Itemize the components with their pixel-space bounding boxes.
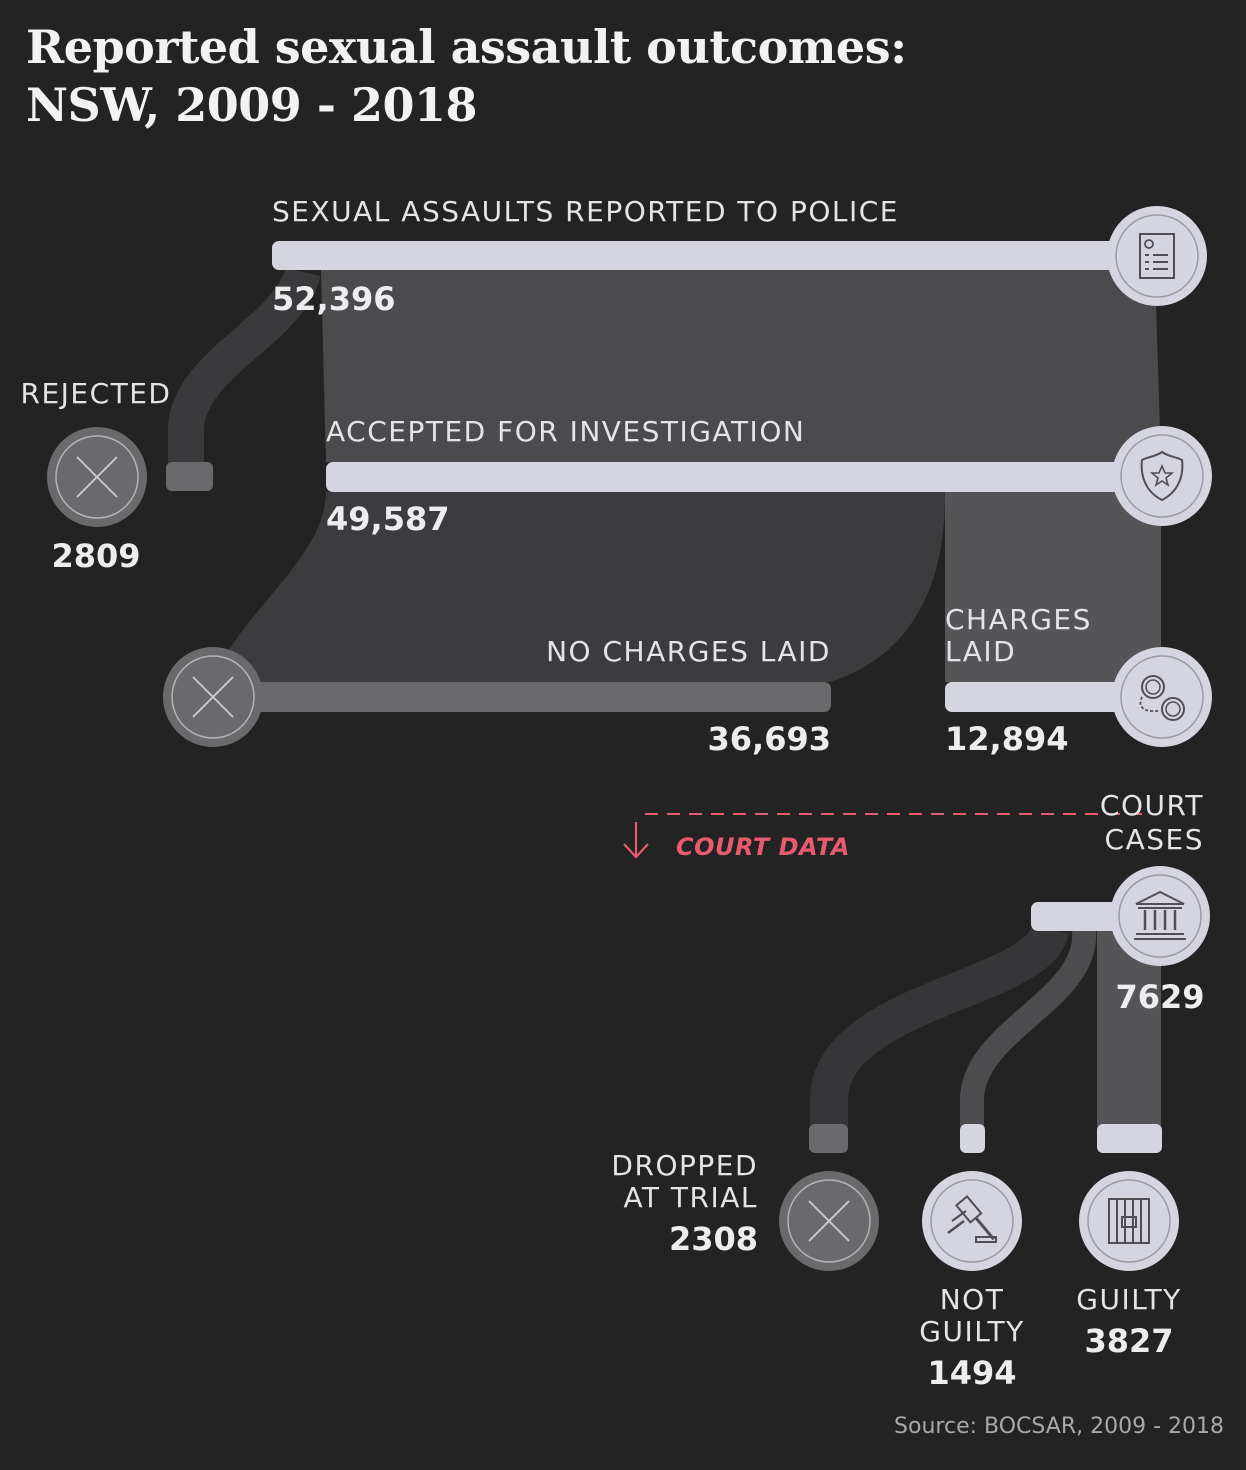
flow-reported-to-accepted xyxy=(321,270,1161,462)
cross-icon xyxy=(47,427,147,527)
cross-icon xyxy=(163,647,263,747)
value-court: 7629 xyxy=(1115,978,1205,1016)
flow-court-to-guilty xyxy=(1097,930,1161,1126)
police-badge-icon xyxy=(1112,426,1212,526)
label-not-guilty-line-1: NOT xyxy=(939,1283,1005,1316)
value-no-charges: 36,693 xyxy=(707,720,831,758)
handcuffs-icon xyxy=(1112,647,1212,747)
bar-not-guilty xyxy=(960,1124,985,1153)
title-line-2: NSW, 2009 - 2018 xyxy=(26,78,477,132)
chart-title: Reported sexual assault outcomes: NSW, 2… xyxy=(26,18,907,134)
label-court: COURT CASES xyxy=(1060,789,1204,857)
label-guilty: GUILTY xyxy=(1076,1283,1182,1316)
value-guilty: 3827 xyxy=(1084,1322,1174,1360)
label-accepted: ACCEPTED FOR INVESTIGATION xyxy=(326,415,806,448)
flow-accepted-to-no-charges xyxy=(215,492,946,682)
label-dropped: DROPPED AT TRIAL xyxy=(560,1150,758,1214)
value-accepted: 49,587 xyxy=(326,500,450,538)
bar-dropped xyxy=(809,1124,848,1153)
bar-accepted xyxy=(326,462,1172,492)
bar-guilty xyxy=(1097,1124,1162,1153)
courthouse-icon xyxy=(1110,866,1210,966)
flow-reported-to-rejected xyxy=(168,266,321,466)
label-court-line-2: CASES xyxy=(1104,823,1204,856)
down-arrow-icon xyxy=(623,822,649,859)
value-reported: 52,396 xyxy=(272,280,396,318)
source-note: Source: BOCSAR, 2009 - 2018 xyxy=(894,1414,1224,1439)
value-rejected: 2809 xyxy=(51,537,141,575)
label-charges-line-2: LAID xyxy=(945,635,1017,668)
label-charges-line-1: CHARGES xyxy=(945,603,1092,636)
bar-reported xyxy=(272,241,1172,270)
label-dropped-line-1: DROPPED xyxy=(611,1149,758,1182)
court-data-note: COURT DATA xyxy=(676,833,850,861)
label-not-guilty-line-2: GUILTY xyxy=(919,1315,1025,1348)
flow-court-to-dropped xyxy=(810,923,1069,1126)
value-not-guilty: 1494 xyxy=(927,1354,1017,1392)
cross-icon xyxy=(779,1171,879,1271)
prison-bars-icon xyxy=(1079,1171,1179,1271)
label-not-guilty: NOT GUILTY xyxy=(902,1284,1042,1348)
bar-rejected xyxy=(166,462,213,491)
gavel-icon xyxy=(922,1171,1022,1271)
label-court-line-1: COURT xyxy=(1099,789,1204,822)
value-charges: 12,894 xyxy=(945,720,1069,758)
bar-no-charges xyxy=(215,682,831,712)
flow-paths xyxy=(168,266,1161,1126)
label-rejected: REJECTED xyxy=(20,377,172,410)
label-reported: SEXUAL ASSAULTS REPORTED TO POLICE xyxy=(272,195,899,228)
flow-court-to-not-guilty xyxy=(960,928,1097,1126)
value-dropped: 2308 xyxy=(668,1220,758,1258)
label-no-charges: NO CHARGES LAID xyxy=(546,635,831,668)
title-line-1: Reported sexual assault outcomes: xyxy=(26,20,907,74)
label-dropped-line-2: AT TRIAL xyxy=(623,1181,758,1214)
police-report-icon xyxy=(1107,206,1207,306)
label-charges: CHARGES LAID xyxy=(945,604,1092,668)
flow-accepted-to-charges xyxy=(945,492,1161,682)
